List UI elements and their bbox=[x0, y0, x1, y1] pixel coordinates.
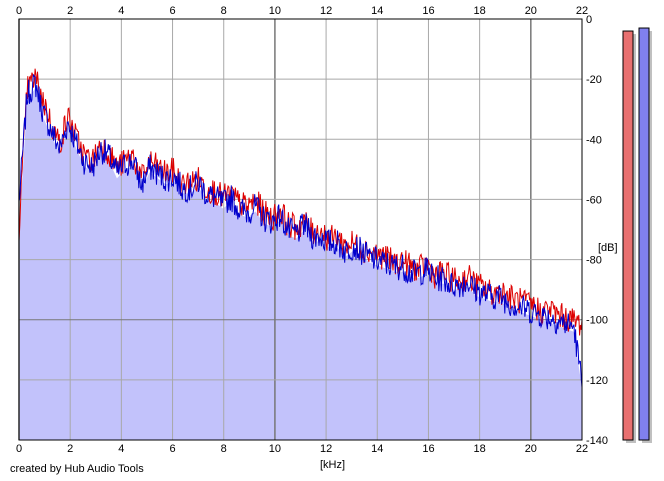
level-meters bbox=[622, 27, 652, 444]
spectrum-fill-layer bbox=[19, 88, 582, 440]
x-tick-label-bottom: 18 bbox=[474, 443, 486, 455]
x-tick-label-top: 6 bbox=[169, 5, 175, 17]
x-tick-label-top: 0 bbox=[16, 5, 22, 17]
x-tick-label-bottom: 0 bbox=[16, 443, 22, 455]
x-tick-label-top: 10 bbox=[269, 5, 281, 17]
credit-text: created by Hub Audio Tools bbox=[10, 463, 144, 475]
x-tick-label-top: 16 bbox=[422, 5, 434, 17]
x-tick-label-bottom: 22 bbox=[576, 443, 588, 455]
series-line-blue bbox=[18, 74, 583, 388]
x-unit-label: [kHz] bbox=[320, 459, 345, 471]
series-line-red bbox=[18, 68, 583, 336]
spectrum-area bbox=[19, 88, 582, 440]
y-tick-label: 0 bbox=[586, 14, 592, 26]
y-tick-label: -80 bbox=[586, 255, 602, 267]
y-unit-label: [dB] bbox=[598, 242, 618, 254]
x-tick-label-bottom: 8 bbox=[221, 443, 227, 455]
x-tick-label-bottom: 12 bbox=[320, 443, 332, 455]
x-tick-label-bottom: 4 bbox=[118, 443, 124, 455]
level-meter-left bbox=[622, 30, 634, 441]
x-tick-label-top: 18 bbox=[474, 5, 486, 17]
x-tick-label-top: 4 bbox=[118, 5, 124, 17]
x-tick-label-top: 22 bbox=[576, 5, 588, 17]
plot-frame bbox=[18, 18, 583, 441]
series-layer bbox=[18, 68, 583, 388]
x-tick-label-top: 14 bbox=[371, 5, 383, 17]
y-tick-label: -40 bbox=[586, 134, 602, 146]
x-tick-label-bottom: 2 bbox=[67, 443, 73, 455]
x-tick-label-bottom: 10 bbox=[269, 443, 281, 455]
y-tick-label: -100 bbox=[586, 315, 608, 327]
tick-label-layer: 002244668810101212141416161818202022220-… bbox=[16, 5, 608, 455]
y-tick-label: -60 bbox=[586, 194, 602, 206]
x-tick-label-bottom: 14 bbox=[371, 443, 383, 455]
y-tick-label: -120 bbox=[586, 375, 608, 387]
x-tick-label-top: 20 bbox=[525, 5, 537, 17]
x-tick-label-top: 12 bbox=[320, 5, 332, 17]
x-tick-label-bottom: 6 bbox=[169, 443, 175, 455]
x-tick-label-top: 2 bbox=[67, 5, 73, 17]
x-tick-label-top: 8 bbox=[221, 5, 227, 17]
y-tick-label: -140 bbox=[586, 435, 608, 447]
x-tick-label-bottom: 20 bbox=[525, 443, 537, 455]
y-tick-label: -20 bbox=[586, 74, 602, 86]
x-tick-label-bottom: 16 bbox=[422, 443, 434, 455]
level-meter-right bbox=[638, 27, 650, 441]
